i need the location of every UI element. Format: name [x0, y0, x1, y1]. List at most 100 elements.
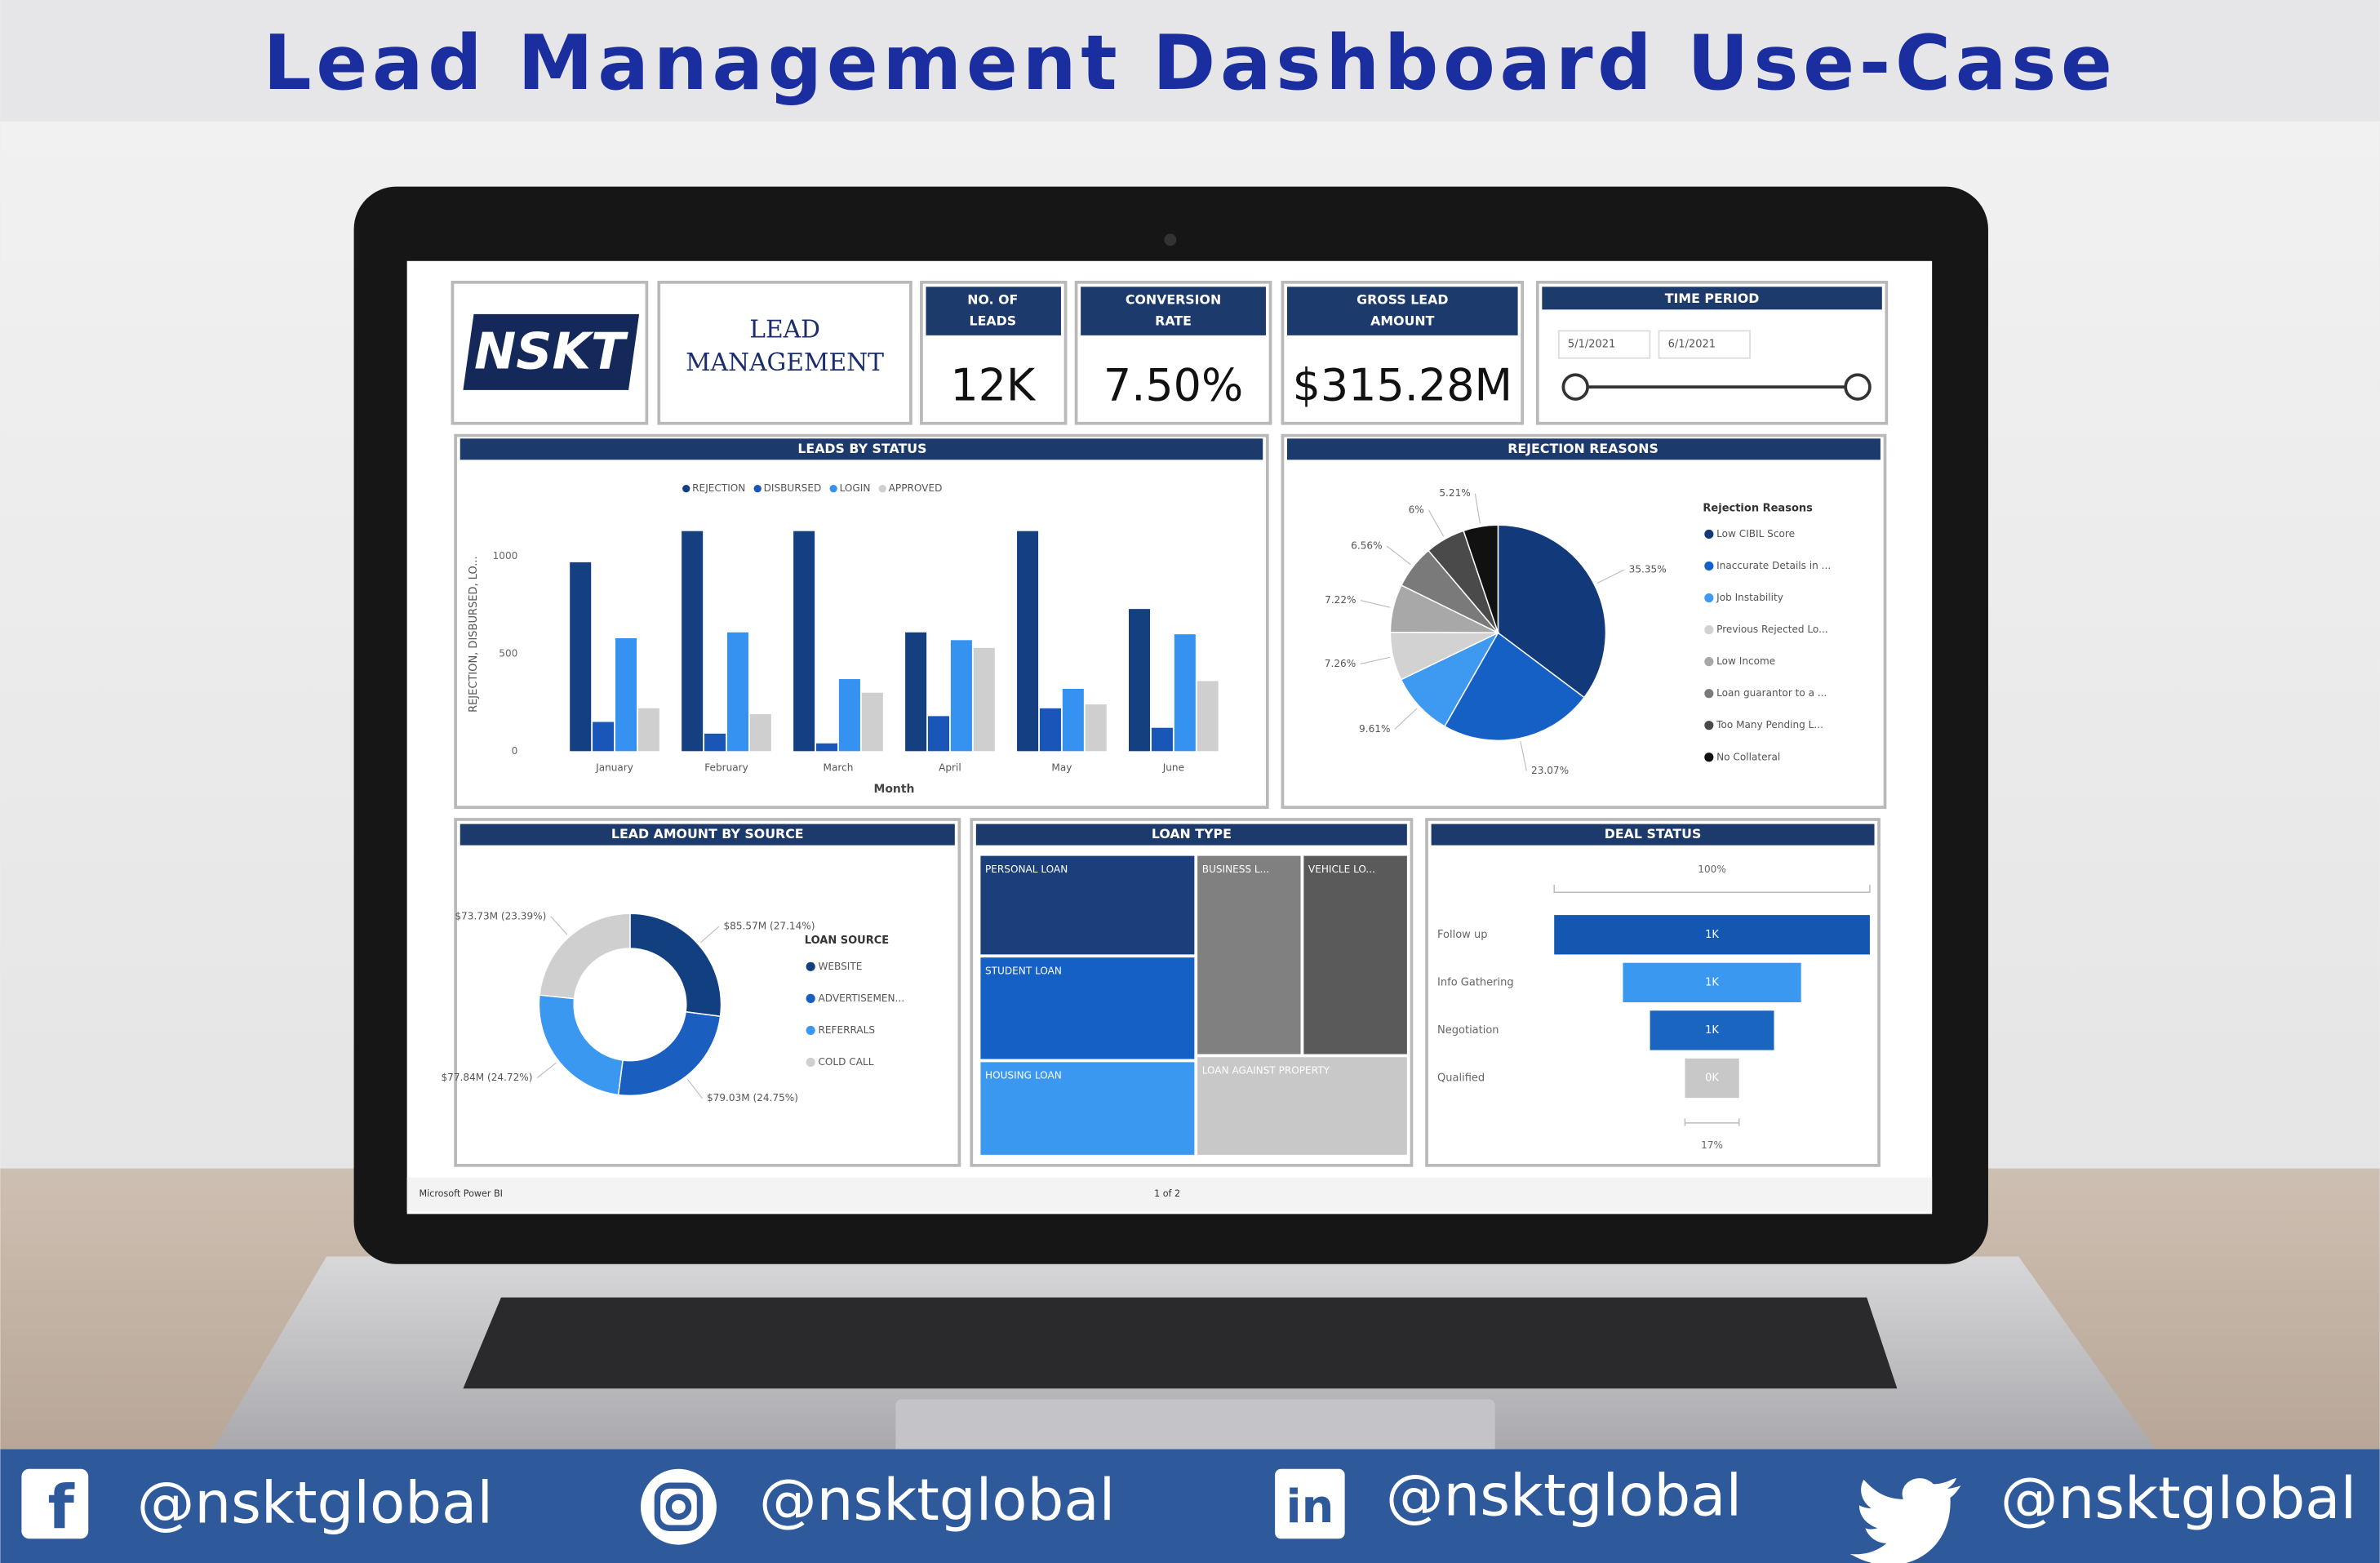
panel-header	[460, 438, 1263, 460]
bar	[1174, 634, 1196, 752]
social-handle[interactable]: @nsktglobal	[137, 1469, 493, 1537]
funnel-bar	[1554, 915, 1870, 955]
slider-handle[interactable]	[1844, 373, 1872, 401]
x-axis-label: Month	[873, 783, 914, 796]
tile	[977, 1059, 1198, 1158]
header-band	[0, 0, 2380, 122]
data-label: 23.07%	[1531, 765, 1569, 776]
bar	[1129, 609, 1151, 752]
bar	[905, 632, 927, 752]
legend-marker	[806, 961, 815, 971]
legend-marker	[1704, 529, 1714, 540]
time-header	[1542, 286, 1882, 310]
x-tick-label: April	[939, 762, 961, 773]
twitter-icon[interactable]	[1849, 1477, 1961, 1563]
legend-marker	[1704, 689, 1714, 699]
leader-line	[1596, 569, 1625, 584]
bar	[637, 708, 659, 752]
linkedin-icon[interactable]	[1275, 1468, 1345, 1539]
leader-line	[1360, 656, 1391, 664]
panel-header	[1286, 438, 1880, 460]
data-label: 6.56%	[1351, 540, 1382, 551]
funnel-top-label: 100%	[1698, 864, 1726, 875]
x-tick-label: June	[1162, 762, 1184, 773]
tile-label: BUSINESS L...	[1202, 864, 1269, 875]
social-handle[interactable]: @nsktglobal	[2000, 1464, 2356, 1532]
tile	[1300, 852, 1410, 1058]
legend-label: Inaccurate Details in ...	[1716, 560, 1831, 571]
slider-handle[interactable]	[1561, 373, 1589, 401]
kpi-value: 7.50%	[1103, 360, 1243, 411]
legend-label: Loan guarantor to a ...	[1716, 687, 1827, 699]
legend-marker	[806, 1057, 815, 1068]
legend-label: WEBSITE	[818, 961, 862, 972]
social-handle[interactable]: @nsktglobal	[1386, 1461, 1742, 1529]
legend-marker	[1704, 753, 1714, 762]
bracket	[1684, 1118, 1740, 1126]
bar	[1197, 681, 1219, 752]
data-label: 1K	[1705, 976, 1719, 988]
start-date: 5/1/2021	[1568, 339, 1615, 351]
tile	[1194, 1054, 1410, 1158]
bar	[838, 679, 860, 752]
social-handle[interactable]: @nsktglobal	[759, 1466, 1115, 1534]
page-indicator[interactable]: 1 of 2	[1154, 1188, 1180, 1199]
facebook-icon[interactable]	[21, 1468, 89, 1539]
kpi-header	[1286, 286, 1518, 335]
legend-marker	[806, 1025, 815, 1035]
instagram-glyph	[654, 1482, 704, 1531]
data-label: $79.03M (24.75%)	[707, 1092, 798, 1103]
data-label: 0K	[1705, 1072, 1719, 1084]
data-label: 6%	[1409, 504, 1424, 515]
legend-marker	[806, 993, 815, 1003]
legend-label: REJECTION	[692, 482, 745, 494]
tile	[1194, 852, 1304, 1058]
slice	[1463, 524, 1499, 633]
leader-line	[1474, 493, 1481, 524]
y-tick-label: 500	[499, 648, 517, 659]
bar	[726, 632, 748, 752]
legend-label: Low Income	[1716, 655, 1775, 667]
data-label: 9.61%	[1359, 723, 1390, 735]
bar	[1062, 688, 1084, 752]
facebook-glyph: f	[48, 1472, 75, 1543]
legend-marker	[1704, 625, 1714, 635]
end-date: 6/1/2021	[1668, 339, 1716, 351]
data-label: $73.73M (23.39%)	[455, 910, 546, 921]
slice	[1400, 631, 1500, 727]
legend-label: ADVERTISEMEN...	[818, 992, 904, 1004]
app-name: Microsoft Power BI	[420, 1188, 503, 1199]
slice	[1497, 524, 1607, 699]
date-box[interactable]	[1557, 330, 1651, 359]
report-title: LEAD	[749, 315, 820, 344]
tile-label: STUDENT LOAN	[985, 965, 1062, 976]
kpi-value: 12K	[950, 360, 1037, 411]
bar	[1039, 708, 1061, 752]
x-tick-label: February	[704, 762, 748, 773]
legend-title: Rejection Reasons	[1703, 502, 1813, 514]
legend-marker	[1704, 721, 1714, 730]
leader-line	[1520, 741, 1527, 771]
date-box[interactable]	[1658, 330, 1751, 359]
linkedin-glyph: in	[1285, 1481, 1334, 1534]
funnel-bar	[1685, 1058, 1739, 1099]
slice	[539, 912, 631, 1000]
slice	[1443, 632, 1586, 742]
bar	[861, 692, 883, 752]
x-tick-label: March	[824, 762, 854, 773]
legend-title: LOAN SOURCE	[805, 935, 889, 947]
leader-line	[700, 926, 720, 944]
legend-label: Job Instability	[1716, 592, 1783, 603]
kpi-label: GROSS LEAD	[1357, 292, 1448, 308]
y-axis-label: REJECTION, DISBURSED, LO...	[468, 556, 480, 713]
stage-label: Info Gathering	[1437, 976, 1514, 988]
keyboard	[463, 1297, 1898, 1389]
kpi-value: $315.28M	[1293, 360, 1512, 411]
panel-header	[975, 824, 1407, 846]
instagram-icon[interactable]	[640, 1468, 717, 1545]
legend-label: Previous Rejected Lo...	[1716, 624, 1827, 635]
legend-marker	[682, 485, 690, 493]
legend-label: No Collateral	[1716, 751, 1780, 762]
legend-label: COLD CALL	[818, 1056, 873, 1068]
